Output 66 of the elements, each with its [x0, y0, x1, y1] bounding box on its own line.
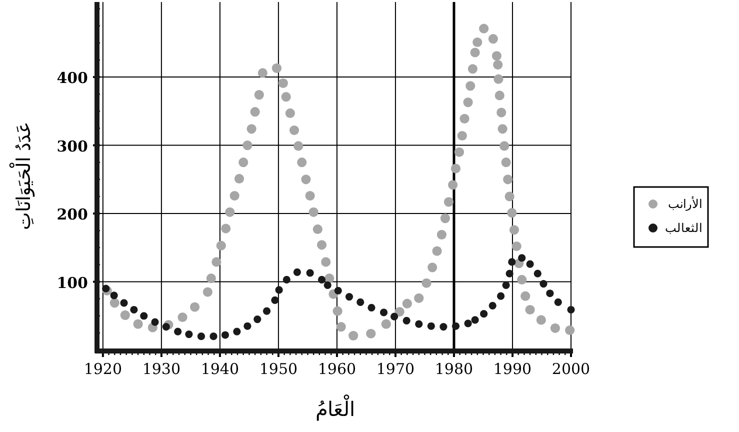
point [380, 308, 388, 316]
point [508, 258, 516, 266]
point [282, 276, 290, 284]
point [390, 312, 398, 320]
x-tick-label: 2000 [552, 360, 590, 378]
point [464, 320, 472, 328]
point [151, 318, 159, 326]
point [254, 315, 262, 324]
point [518, 254, 526, 262]
point [368, 304, 376, 312]
point [526, 260, 534, 268]
point [480, 310, 488, 318]
point [506, 270, 514, 278]
point [546, 290, 554, 298]
point [120, 299, 128, 307]
point [488, 302, 496, 310]
y-tick-label: 300 [56, 137, 88, 156]
point [554, 298, 562, 306]
x-tick-label: 1930 [142, 360, 181, 378]
point [402, 316, 410, 324]
point [306, 269, 314, 277]
y-tick-label: 100 [56, 274, 88, 292]
point [140, 312, 148, 320]
point [427, 322, 435, 330]
point [162, 323, 170, 331]
point [345, 292, 354, 301]
x-tick-label: 1940 [200, 360, 240, 378]
point [496, 292, 505, 300]
point [275, 286, 283, 294]
point [262, 307, 271, 315]
point [318, 276, 326, 284]
point [567, 306, 575, 314]
point [293, 268, 301, 276]
point [271, 296, 279, 304]
point [244, 322, 252, 330]
point [130, 306, 138, 314]
legend-label: الثعالب [665, 221, 702, 235]
point [233, 328, 241, 336]
x-tick-label: 1950 [259, 360, 298, 378]
x-tick-label: 1960 [318, 360, 356, 378]
point [471, 316, 479, 324]
point [110, 292, 118, 300]
legend-label: الأرانب [668, 196, 702, 211]
point [221, 331, 230, 339]
y-axis-title: عَدَدُ الْحَيَوَانَاتِ [9, 122, 35, 230]
point [356, 298, 364, 306]
point [197, 332, 206, 340]
point [210, 332, 218, 340]
y-tick-label: 200 [56, 206, 88, 224]
x-axis-title: الْعَامُ [316, 394, 356, 421]
point [102, 284, 110, 292]
point [174, 328, 182, 336]
point [324, 281, 332, 289]
y-tick-label: 400 [56, 69, 88, 88]
x-tick-label: 1970 [376, 360, 415, 378]
x-tick-label: 1990 [493, 360, 532, 378]
point [502, 281, 510, 289]
point [185, 330, 193, 338]
point [334, 286, 342, 294]
point [452, 322, 460, 330]
point [540, 280, 548, 288]
point [534, 270, 542, 278]
x-tick-label: 1980 [434, 360, 474, 378]
point [440, 323, 448, 331]
point [415, 320, 423, 328]
x-tick-label: 1920 [84, 360, 122, 378]
